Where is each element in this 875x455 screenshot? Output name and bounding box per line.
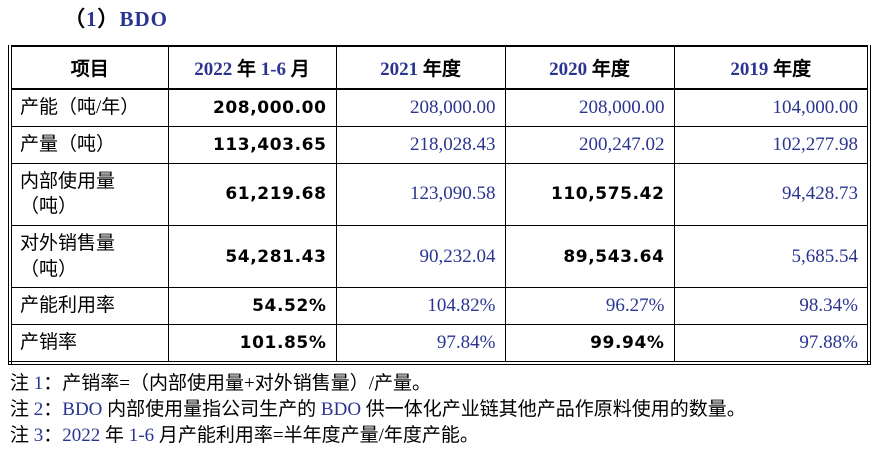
column-header-item: 项目 — [9, 45, 169, 90]
column-header-period: 2020 年度 — [504, 45, 675, 90]
table-row: 产能利用率 54.52% 104.82% 96.27% 98.34% — [9, 287, 870, 326]
latin-text: 96.27% — [605, 295, 665, 317]
cell-value: 104,000.00 — [673, 88, 870, 127]
cell-value: 96.27% — [504, 287, 675, 326]
cell-value: 113,403.65 — [167, 125, 337, 164]
latin-text: 1-6 — [128, 425, 155, 446]
latin-text: 208,000.00 — [410, 96, 496, 118]
latin-text: 5,685.54 — [791, 245, 859, 267]
table-row: 对外销售量 （吨） 54,281.43 90,232.04 89,543.64 5,68… — [9, 224, 870, 289]
cell-value: 89,543.64 — [504, 224, 675, 289]
table-row: 产能（吨/年） 208,000.00 208,000.00 208,000.00 104… — [9, 88, 870, 127]
footnote-2: 注 2：BDO 内部使用量指公司生产的 BDO 供一体化产业链其他产品作原料使用… — [10, 399, 746, 420]
latin-text: 97.88% — [799, 332, 858, 354]
section-title-index: （1） — [64, 7, 120, 31]
cell-value: 102,277.98 — [673, 125, 870, 164]
latin-text: BDO — [62, 399, 103, 420]
footnotes: 注 1：产销率=（内部使用量+对外销售量）/产量。 注 2：BDO 内部使用量指… — [10, 371, 746, 449]
table-row: 产量（吨） 113,403.65 218,028.43 200,247.02 102,2… — [9, 125, 870, 164]
section-title-product: BDO — [119, 7, 169, 31]
latin-text: 123,090.58 — [410, 183, 496, 205]
latin-text: 104.82% — [427, 295, 496, 317]
cell-value: 54.52% — [167, 287, 337, 326]
row-label: 产量（吨） — [9, 125, 169, 164]
latin-text: 94,428.73 — [782, 183, 858, 205]
row-label: 产能（吨/年） — [9, 88, 169, 127]
cell-value: 104.82% — [335, 287, 506, 326]
cell-value: 208,000.00 — [504, 88, 675, 127]
latin-text: 90,232.04 — [419, 245, 496, 267]
cell-value: 110,575.42 — [504, 162, 675, 226]
table-row: 内部使用量 （吨） 61,219.68 123,090.58 110,575.42 94… — [9, 162, 870, 226]
column-header-period: 2021 年度 — [335, 45, 506, 90]
footnote-3: 注 3：2022 年 1-6 月产能利用率=半年度产量/年度产能。 — [10, 425, 479, 446]
cell-value: 94,428.73 — [673, 162, 870, 226]
latin-text: BDO — [320, 399, 362, 420]
cell-value: 218,028.43 — [335, 125, 506, 164]
latin-text: 200,247.02 — [579, 133, 665, 155]
latin-text: 218,028.43 — [410, 133, 496, 155]
latin-text: 1 — [86, 7, 98, 31]
cell-value: 101.85% — [167, 324, 337, 364]
latin-text: 208,000.00 — [579, 96, 665, 118]
table-body: 产能（吨/年） 208,000.00 208,000.00 208,000.00 104… — [9, 88, 870, 364]
cell-value: 208,000.00 — [335, 88, 506, 127]
column-header-period: 2022 年 1-6 月 — [167, 45, 337, 90]
cell-value: 99.94% — [504, 324, 675, 364]
latin-text: 1-6 — [260, 59, 287, 80]
latin-text: 2 — [33, 399, 44, 420]
latin-text: 2022 — [194, 59, 233, 80]
latin-text: 1 — [33, 373, 44, 394]
cell-value: 200,247.02 — [504, 125, 675, 164]
latin-text: 97.84% — [436, 332, 496, 354]
latin-text: 104,000.00 — [772, 96, 859, 118]
row-label: 内部使用量 （吨） — [9, 162, 169, 226]
latin-text: 2019 — [730, 59, 769, 80]
section-title: （1）BDO — [64, 3, 168, 33]
table-header-row: 项目 2022 年 1-6 月 2021 年度 2020 年度 2019 年度 — [9, 45, 870, 90]
row-label: 产销率 — [9, 324, 169, 364]
column-header-period: 2019 年度 — [673, 45, 870, 90]
latin-text: 2020 — [549, 59, 588, 80]
cell-value: 208,000.00 — [167, 88, 337, 127]
row-label: 对外销售量 （吨） — [9, 224, 169, 289]
cell-value: 123,090.58 — [335, 162, 506, 226]
row-label: 产能利用率 — [9, 287, 169, 326]
cell-value: 5,685.54 — [673, 224, 870, 289]
cell-value: 61,219.68 — [167, 162, 337, 226]
latin-text: 3 — [33, 425, 44, 446]
cell-value: 97.84% — [335, 324, 506, 364]
latin-text: 2022 — [62, 425, 101, 446]
cell-value: 98.34% — [673, 287, 870, 326]
production-table: 项目 2022 年 1-6 月 2021 年度 2020 年度 2019 年度 产能（吨… — [8, 45, 871, 365]
latin-text: 98.34% — [799, 295, 858, 317]
latin-text: 102,277.98 — [772, 133, 859, 155]
footnote-1: 注 1：产销率=（内部使用量+对外销售量）/产量。 — [10, 373, 431, 394]
table-row: 产销率 101.85% 97.84% 99.94% 97.88% — [9, 324, 870, 364]
cell-value: 90,232.04 — [335, 224, 506, 289]
cell-value: 54,281.43 — [167, 224, 337, 289]
latin-text: 2021 — [380, 59, 419, 80]
cell-value: 97.88% — [673, 324, 870, 364]
